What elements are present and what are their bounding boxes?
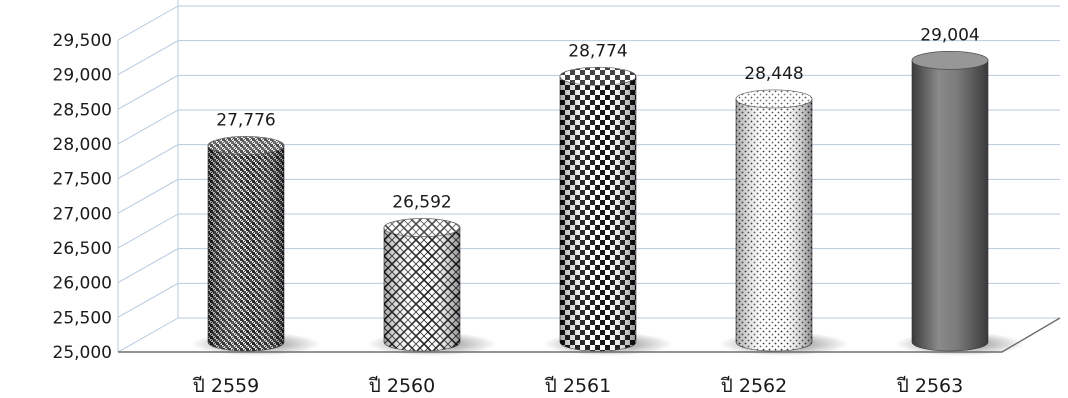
y-tick-label: 29,500 [53,31,112,51]
gridline-side [117,40,179,76]
data-label: 28,448 [744,64,803,84]
y-tick-label: 25,000 [53,343,112,363]
bar-top-highlight [384,218,460,237]
data-label: 28,774 [568,41,627,61]
bar [383,218,461,352]
bar-shading [736,98,812,352]
bar-top [559,66,637,86]
y-tick-label: 25,500 [53,308,112,328]
bar [735,89,813,352]
gridline-side [117,248,179,284]
bar-top [383,218,461,237]
gridline-side [117,144,179,180]
x-category-label: ปี 2562 [720,375,787,397]
gridline-side [117,282,179,318]
bar-top-highlight [736,89,812,108]
x-category-label: ปี 2563 [896,375,963,397]
bar-top-highlight [208,136,284,155]
gridline-side [117,317,179,353]
data-label: 29,004 [920,25,979,45]
y-tick-label: 28,500 [53,100,112,120]
bar-top [207,136,285,155]
bar-top [735,89,813,109]
y-tick-label: 29,000 [53,66,112,86]
bars [191,51,1025,356]
category-labels: ปี 2559 ปี 2560 ปี 2561 ปี 2562 ปี 2563 [192,375,963,397]
gridline-side [117,178,179,214]
y-tick-label: 26,500 [53,239,112,259]
bar-body [911,60,989,352]
bar-top-highlight [912,51,988,70]
bar-shading [384,227,460,351]
bar [207,136,285,352]
y-tick-label: 27,500 [53,170,112,190]
bar-shading [208,145,284,351]
bar-top [911,51,989,70]
x-category-label: ปี 2561 [544,375,611,397]
gridline-side [117,5,179,41]
y-tick-label: 28,000 [53,135,112,155]
y-tick-label: 26,000 [53,274,112,294]
x-category-label: ปี 2560 [368,375,435,397]
y-axis-ticks: 25,000 25,500 26,000 26,500 27,000 27,500 28,0… [53,31,112,363]
gridline-side [117,213,179,249]
gridline-side [117,74,179,110]
bar-top-highlight [560,67,636,86]
y-tick-label: 27,000 [53,204,112,224]
bar [911,51,989,352]
data-label: 26,592 [392,193,451,213]
gridline-side [117,109,179,145]
data-label: 27,776 [216,111,275,131]
bar-shading [560,76,636,351]
x-category-label: ปี 2559 [192,375,259,397]
bar [559,66,637,352]
data-labels: 27,776 26,592 28,774 28,448 29,004 [216,25,979,212]
